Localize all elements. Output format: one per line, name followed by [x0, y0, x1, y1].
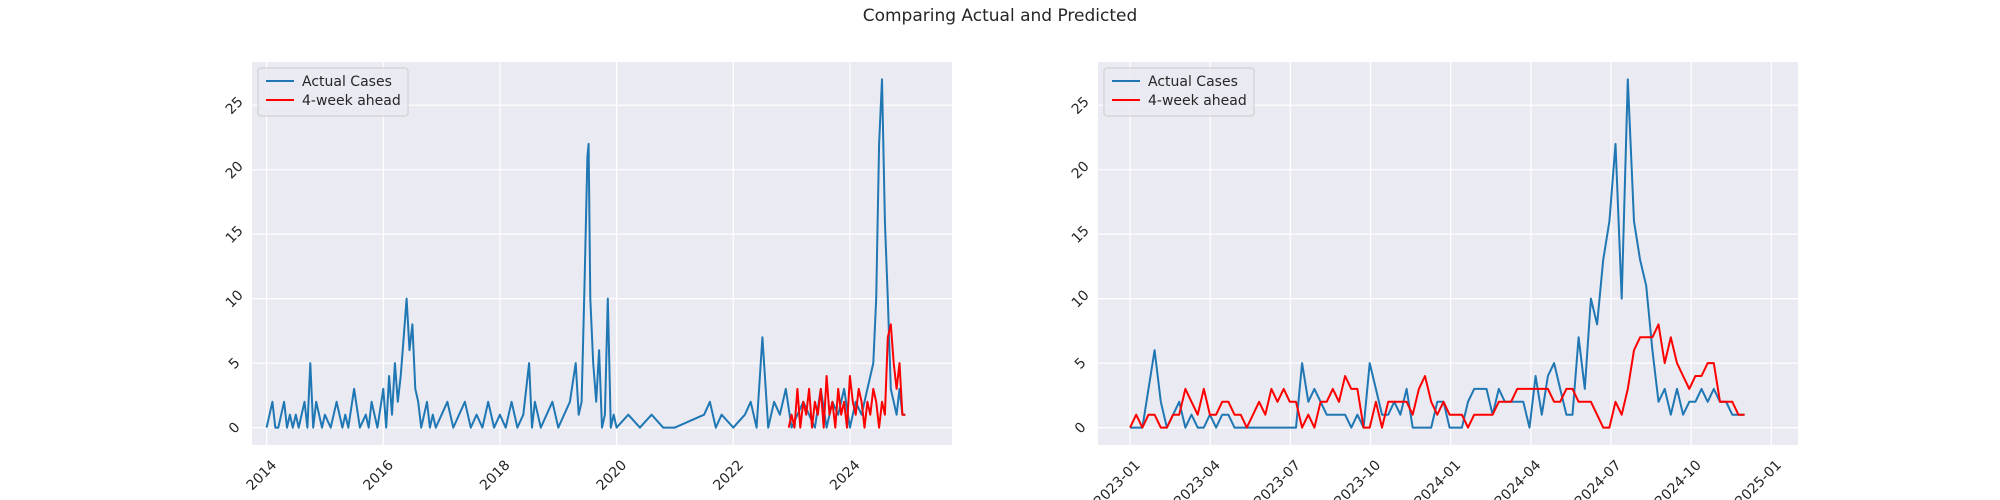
- series-line-4-week-ahead: [1129, 323, 1745, 429]
- y-tick-label: 10: [1069, 287, 1093, 311]
- y-tick-label: 10: [223, 287, 247, 311]
- y-tick-label: 15: [1069, 223, 1093, 247]
- legend-box: [1103, 67, 1255, 117]
- x-tick-label: 2023-01: [1091, 457, 1144, 500]
- plot-background: [1098, 62, 1798, 445]
- legend-box: [257, 67, 409, 117]
- left-chart-panel: 0 5 10 15 20 25 2014 2016 2018 2020 2022 2024 Actual…: [223, 62, 952, 494]
- x-tick-label: 2024-10: [1652, 457, 1705, 500]
- plot-background: [252, 62, 952, 445]
- x-tick-label: 2018: [477, 457, 514, 494]
- y-tick-label: 0: [226, 419, 244, 437]
- x-tick-label: 2024: [827, 457, 864, 494]
- right-chart-panel: 0 5 10 15 20 25 2023-01 2023-04 2023-07 2023-10 20…: [1069, 62, 1798, 500]
- y-tick-label: 25: [223, 94, 247, 118]
- y-tick-label: 5: [226, 355, 244, 373]
- x-tick-label: 2014: [244, 457, 281, 494]
- x-tick-label: 2022: [710, 457, 747, 494]
- y-tick-label: 20: [223, 158, 247, 182]
- x-tick-label: 2020: [594, 457, 631, 494]
- legend: Actual Cases 4-week ahead: [257, 67, 409, 117]
- x-tick-label: 2023-10: [1331, 457, 1384, 500]
- x-tick-label: 2023-07: [1251, 457, 1304, 500]
- series-line-4-week-ahead: [787, 323, 906, 429]
- y-tick-label: 15: [223, 223, 247, 247]
- series-line-actual-cases: [1130, 78, 1745, 429]
- x-tick-label: 2024-04: [1492, 457, 1545, 500]
- x-tick-label: 2016: [360, 457, 397, 494]
- legend: Actual Cases 4-week ahead: [1103, 67, 1255, 117]
- legend-label: 4-week ahead: [302, 93, 401, 109]
- x-tick-label: 2023-04: [1171, 457, 1224, 500]
- y-tick-label: 20: [1069, 158, 1093, 182]
- x-tick-label: 2024-01: [1412, 457, 1465, 500]
- x-tick-label: 2025-01: [1732, 457, 1785, 500]
- legend-label: Actual Cases: [1148, 74, 1238, 90]
- y-tick-label: 25: [1069, 94, 1093, 118]
- figure-title: Comparing Actual and Predicted: [862, 6, 1138, 26]
- y-tick-label: 0: [1072, 419, 1090, 437]
- y-tick-label: 5: [1072, 355, 1090, 373]
- x-tick-label: 2024-07: [1572, 457, 1625, 500]
- legend-label: Actual Cases: [302, 74, 392, 90]
- legend-label: 4-week ahead: [1148, 93, 1247, 109]
